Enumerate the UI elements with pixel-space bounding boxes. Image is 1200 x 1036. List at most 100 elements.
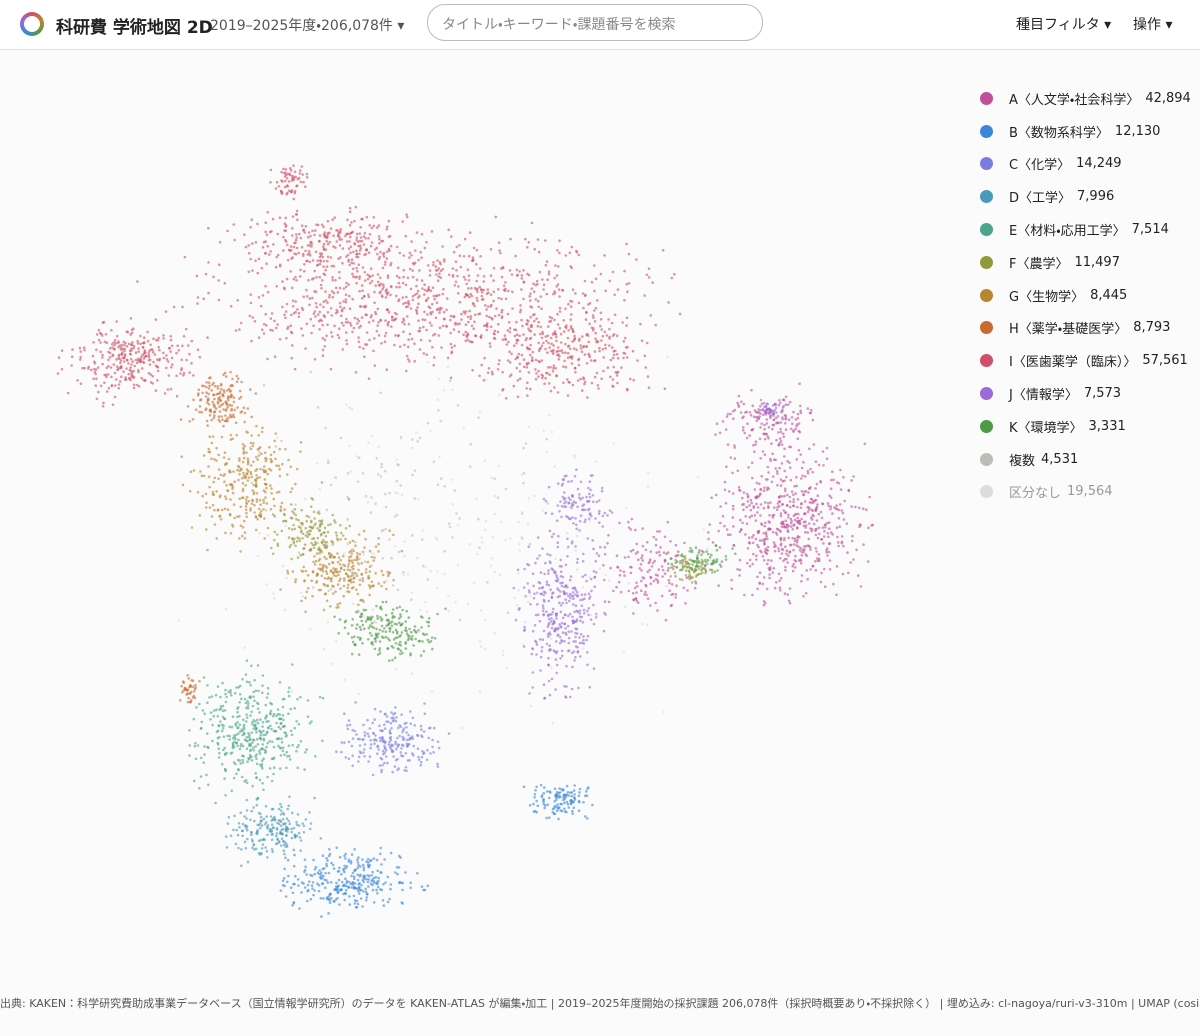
- map-point: [530, 652, 534, 656]
- map-point: [128, 349, 132, 353]
- map-point: [823, 530, 826, 533]
- map-point: [821, 502, 825, 506]
- map-point: [510, 273, 514, 276]
- map-point: [211, 435, 215, 438]
- map-point: [272, 826, 276, 830]
- map-point: [339, 888, 343, 891]
- map-point: [587, 613, 590, 617]
- map-point: [546, 278, 549, 281]
- map-point: [157, 336, 160, 340]
- map-point: [362, 243, 366, 246]
- map-point: [387, 235, 391, 239]
- map-point: [670, 562, 674, 566]
- map-point: [763, 428, 766, 431]
- map-point: [567, 806, 571, 809]
- map-point: [167, 360, 170, 363]
- map-point: [413, 359, 417, 363]
- map-point: [330, 861, 333, 865]
- map-point: [708, 556, 712, 559]
- map-point: [257, 296, 261, 299]
- map-point: [250, 838, 254, 841]
- map-point: [372, 626, 376, 629]
- map-point: [581, 496, 584, 500]
- map-point: [460, 318, 463, 321]
- map-point: [763, 453, 767, 457]
- map-point: [351, 640, 355, 644]
- filter-menu[interactable]: 種目フィルタ ▾: [1016, 17, 1112, 33]
- map-point: [352, 894, 356, 898]
- map-point: [601, 334, 605, 338]
- map-point: [71, 348, 74, 351]
- map-point: [723, 524, 726, 528]
- map-point: [739, 528, 743, 531]
- map-point: [399, 644, 403, 647]
- map-point: [220, 435, 224, 439]
- map-point: [583, 593, 587, 596]
- map-point: [551, 622, 554, 626]
- map-point: [284, 316, 287, 320]
- map-point: [808, 487, 811, 490]
- map-point: [291, 891, 295, 895]
- map-point: [365, 860, 368, 863]
- map-point: [773, 549, 777, 553]
- map-point: [318, 869, 321, 872]
- map-point: [270, 819, 273, 822]
- map-point: [762, 506, 766, 510]
- scatter-map[interactable]: [0, 51, 960, 991]
- map-point: [565, 601, 568, 605]
- map-point: [536, 804, 540, 808]
- map-point: [351, 571, 354, 575]
- map-point: [813, 499, 817, 502]
- map-point: [662, 551, 666, 554]
- map-point: [279, 588, 282, 591]
- map-point: [361, 623, 365, 627]
- map-point: [380, 342, 383, 345]
- map-point: [70, 355, 74, 359]
- map-point: [803, 512, 807, 515]
- dataset-selector[interactable]: 2019–2025年度・206,078件 ▾: [210, 18, 405, 34]
- map-point: [405, 629, 408, 632]
- map-point: [480, 290, 484, 294]
- map-point: [192, 717, 196, 721]
- map-point: [564, 631, 567, 635]
- map-point: [389, 293, 392, 297]
- map-point: [480, 334, 483, 337]
- map-point: [397, 866, 401, 869]
- map-point: [530, 356, 534, 360]
- map-point: [432, 261, 435, 264]
- action-menu[interactable]: 操作 ▾: [1133, 17, 1173, 33]
- map-point: [137, 350, 140, 353]
- map-point: [584, 573, 587, 577]
- map-point: [510, 352, 513, 356]
- map-point: [714, 544, 718, 547]
- map-point: [640, 339, 644, 343]
- map-point: [356, 873, 360, 876]
- map-point: [796, 416, 800, 420]
- map-point: [221, 709, 225, 712]
- map-point: [555, 374, 558, 377]
- map-point: [223, 717, 227, 721]
- map-point: [533, 333, 536, 336]
- map-point: [332, 867, 336, 870]
- map-point: [537, 305, 540, 309]
- map-point: [571, 812, 574, 815]
- map-point: [57, 356, 61, 359]
- map-point: [534, 789, 537, 792]
- map-point: [357, 340, 361, 344]
- map-point: [249, 257, 252, 261]
- map-point: [258, 498, 262, 502]
- map-point: [561, 495, 565, 499]
- map-point: [182, 374, 185, 377]
- map-point: [311, 296, 314, 300]
- map-point: [620, 366, 623, 369]
- map-point: [436, 269, 439, 272]
- map-point: [352, 262, 356, 265]
- map-point: [202, 297, 205, 300]
- map-point: [787, 513, 790, 517]
- map-point: [130, 372, 133, 376]
- map-point: [599, 318, 603, 321]
- map-point: [263, 478, 267, 481]
- map-point: [306, 295, 309, 298]
- map-point: [302, 831, 306, 834]
- search-box[interactable]: タイトル・キーワード・課題番号を検索: [427, 4, 763, 41]
